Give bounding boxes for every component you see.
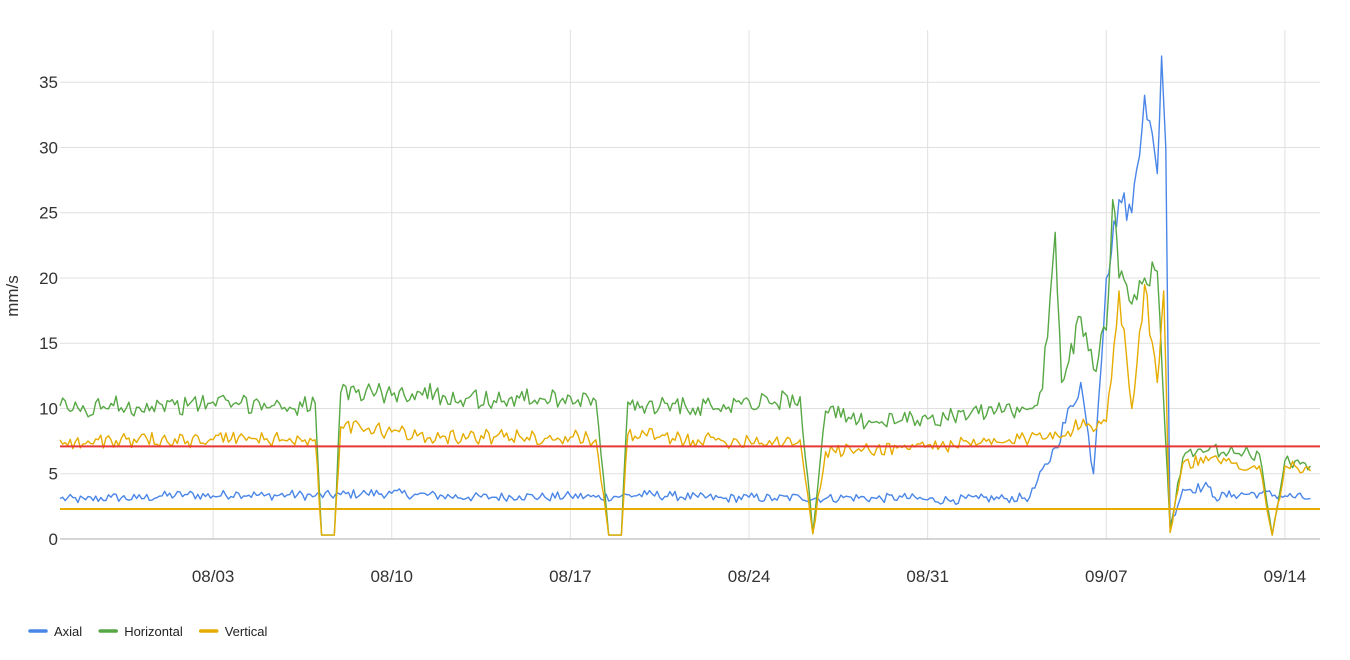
- y-tick-label: 20: [39, 269, 58, 288]
- threshold-lines: [60, 445, 1320, 510]
- y-tick-label: 0: [49, 530, 58, 549]
- legend: Axial Horizontal Vertical: [28, 624, 268, 639]
- x-tick-label: 08/24: [728, 567, 771, 586]
- legend-item-horizontal[interactable]: Horizontal: [98, 624, 183, 639]
- y-tick-label: 15: [39, 334, 58, 353]
- y-tick-label: 10: [39, 399, 58, 418]
- x-tick-label: 08/03: [192, 567, 235, 586]
- legend-item-vertical[interactable]: Vertical: [198, 624, 268, 639]
- y-tick-label: 30: [39, 138, 58, 157]
- series-line-vertical: [59, 283, 1311, 536]
- series-line-horizontal: [59, 199, 1311, 536]
- legend-label: Horizontal: [124, 624, 183, 639]
- axes: 0 5 10 15 20 25 30 35 08/03 08/10 08/17 08/24 08/31 0…: [39, 73, 1320, 586]
- x-tick-label: 09/07: [1085, 567, 1128, 586]
- legend-label: Axial: [54, 624, 82, 639]
- x-tick-label: 08/31: [906, 567, 949, 586]
- x-tick-label: 08/10: [370, 567, 413, 586]
- x-tick-label: 08/17: [549, 567, 592, 586]
- y-tick-label: 5: [49, 465, 58, 484]
- y-axis-title: mm/s: [3, 275, 22, 317]
- x-tick-label: 09/14: [1264, 567, 1307, 586]
- series-line-axial: [59, 55, 1311, 527]
- legend-label: Vertical: [225, 624, 268, 639]
- series-lines: [59, 55, 1311, 536]
- y-tick-label: 25: [39, 204, 58, 223]
- grid: [60, 30, 1320, 539]
- legend-item-axial[interactable]: Axial: [28, 624, 82, 639]
- y-tick-label: 35: [39, 73, 58, 92]
